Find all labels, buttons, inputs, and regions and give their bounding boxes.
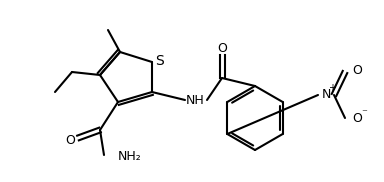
Text: NH: NH: [185, 94, 204, 106]
Text: O: O: [352, 64, 362, 78]
Text: O: O: [65, 134, 75, 147]
Text: ⁻: ⁻: [361, 108, 367, 118]
Text: N: N: [321, 88, 331, 102]
Text: O: O: [217, 41, 227, 54]
Text: O: O: [352, 112, 362, 126]
Text: S: S: [156, 54, 164, 68]
Text: NH₂: NH₂: [118, 151, 142, 163]
Text: +: +: [328, 83, 336, 93]
